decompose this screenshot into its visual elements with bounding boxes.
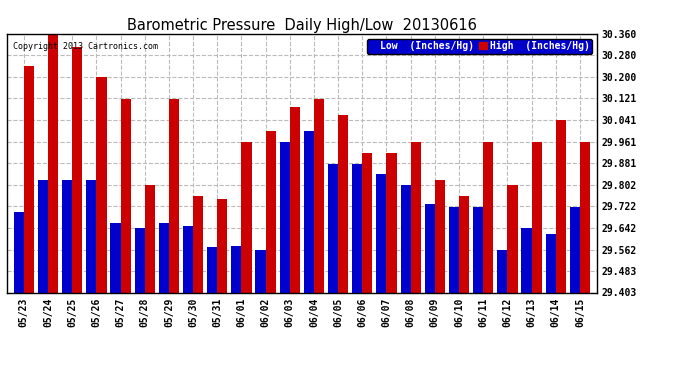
Bar xyxy=(14,212,24,292)
Bar xyxy=(121,99,130,292)
Legend: Low  (Inches/Hg), High  (Inches/Hg): Low (Inches/Hg), High (Inches/Hg) xyxy=(367,39,592,54)
Bar xyxy=(580,142,590,292)
Bar xyxy=(266,131,276,292)
Bar xyxy=(159,223,169,292)
Bar xyxy=(386,153,397,292)
Bar xyxy=(255,250,266,292)
Bar xyxy=(231,246,241,292)
Bar xyxy=(97,77,106,292)
Bar xyxy=(110,223,121,292)
Bar xyxy=(338,115,348,292)
Bar xyxy=(193,196,204,292)
Bar xyxy=(555,120,566,292)
Bar xyxy=(183,226,193,292)
Bar xyxy=(279,142,290,292)
Bar xyxy=(473,207,483,292)
Bar xyxy=(362,153,373,292)
Bar xyxy=(290,107,300,292)
Bar xyxy=(546,234,555,292)
Bar xyxy=(522,228,531,292)
Bar xyxy=(400,185,411,292)
Bar xyxy=(169,99,179,292)
Bar xyxy=(72,47,82,292)
Bar xyxy=(62,180,72,292)
Bar xyxy=(425,204,435,292)
Bar xyxy=(145,185,155,292)
Bar xyxy=(86,180,97,292)
Bar xyxy=(411,142,421,292)
Bar xyxy=(314,99,324,292)
Bar xyxy=(217,199,228,292)
Text: Copyright 2013 Cartronics.com: Copyright 2013 Cartronics.com xyxy=(13,42,158,51)
Bar xyxy=(24,66,34,292)
Bar xyxy=(449,207,459,292)
Bar xyxy=(459,196,469,292)
Bar xyxy=(207,248,217,292)
Bar xyxy=(376,174,386,292)
Title: Barometric Pressure  Daily High/Low  20130616: Barometric Pressure Daily High/Low 20130… xyxy=(127,18,477,33)
Bar xyxy=(497,250,507,292)
Bar xyxy=(48,34,58,292)
Bar xyxy=(328,164,338,292)
Bar xyxy=(570,207,580,292)
Bar xyxy=(483,142,493,292)
Bar xyxy=(352,164,362,292)
Bar xyxy=(507,185,518,292)
Bar xyxy=(241,142,252,292)
Bar xyxy=(38,180,48,292)
Bar xyxy=(435,180,445,292)
Bar xyxy=(304,131,314,292)
Bar xyxy=(135,228,145,292)
Bar xyxy=(531,142,542,292)
